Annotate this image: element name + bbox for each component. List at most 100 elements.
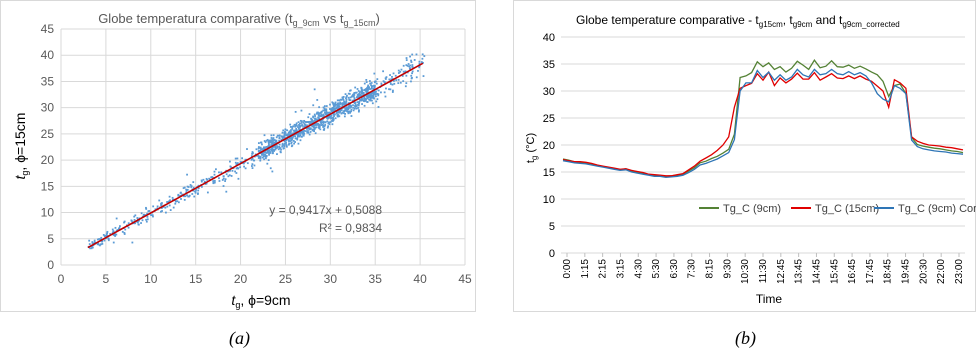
scatter-point bbox=[313, 88, 316, 91]
scatter-point bbox=[259, 155, 262, 158]
scatter-point bbox=[344, 93, 347, 96]
scatter-point bbox=[279, 150, 282, 153]
scatter-point bbox=[269, 139, 272, 142]
scatter-point bbox=[322, 126, 325, 128]
scatter-point bbox=[402, 80, 405, 83]
scatter-point bbox=[369, 82, 372, 85]
scatter-point bbox=[283, 133, 286, 136]
scatter-point bbox=[266, 151, 269, 154]
scatter-point bbox=[312, 104, 315, 107]
scatter-point bbox=[311, 121, 314, 124]
scatter-point bbox=[289, 123, 292, 126]
scatter-point bbox=[318, 127, 321, 130]
scatter-point bbox=[330, 108, 332, 111]
scatter-point bbox=[312, 115, 315, 118]
scatter-point bbox=[284, 130, 286, 133]
scatter-point bbox=[354, 86, 357, 89]
scatter-point bbox=[265, 152, 268, 154]
scatter-point bbox=[267, 141, 270, 144]
y-tick-label: 15 bbox=[41, 179, 55, 193]
scatter-point bbox=[376, 78, 379, 81]
scatter-point bbox=[302, 121, 305, 124]
scatter-point bbox=[329, 103, 331, 106]
scatter-point bbox=[405, 82, 408, 85]
scatter-point bbox=[112, 234, 115, 236]
scatter-point bbox=[310, 117, 312, 120]
scatter-point bbox=[361, 98, 364, 101]
scatter-equation: y = 0,9417x + 0,5088 bbox=[269, 203, 382, 217]
scatter-point bbox=[368, 98, 370, 101]
scatter-point bbox=[168, 204, 171, 207]
scatter-point bbox=[373, 85, 376, 87]
scatter-point bbox=[295, 131, 298, 133]
scatter-point bbox=[190, 185, 193, 187]
scatter-point bbox=[267, 159, 270, 162]
scatter-point bbox=[349, 99, 352, 102]
scatter-point bbox=[366, 97, 369, 99]
scatter-point bbox=[308, 120, 311, 123]
scatter-point bbox=[380, 82, 383, 85]
scatter-points bbox=[87, 53, 426, 250]
scatter-point bbox=[328, 108, 331, 110]
scatter-point bbox=[326, 111, 328, 114]
scatter-point bbox=[375, 88, 378, 91]
scatter-point bbox=[360, 97, 363, 99]
scatter-point bbox=[202, 178, 205, 181]
scatter-point bbox=[265, 157, 267, 160]
y-tick-label: 25 bbox=[41, 127, 55, 141]
scatter-point bbox=[405, 74, 408, 77]
scatter-point bbox=[278, 145, 281, 148]
scatter-point bbox=[272, 134, 275, 137]
scatter-point bbox=[391, 83, 394, 86]
scatter-point bbox=[272, 137, 275, 139]
scatter-point bbox=[90, 247, 93, 250]
scatter-point bbox=[264, 153, 267, 156]
scatter-point bbox=[255, 154, 258, 157]
scatter-point bbox=[344, 113, 346, 115]
scatter-point bbox=[323, 107, 326, 110]
scatter-point bbox=[317, 112, 319, 115]
scatter-point bbox=[136, 220, 139, 223]
scatter-point bbox=[136, 217, 139, 219]
scatter-point bbox=[261, 152, 264, 155]
y-tick-label: 5 bbox=[549, 221, 555, 233]
scatter-point bbox=[221, 179, 224, 181]
scatter-point bbox=[203, 180, 206, 183]
scatter-point bbox=[288, 134, 290, 137]
scatter-point bbox=[353, 94, 356, 96]
scatter-point bbox=[342, 96, 344, 99]
scatter-point bbox=[364, 89, 367, 92]
y-tick-label: 0 bbox=[549, 248, 555, 260]
scatter-point bbox=[326, 117, 329, 120]
scatter-point bbox=[206, 191, 209, 194]
scatter-point bbox=[369, 99, 372, 102]
scatter-point bbox=[281, 145, 284, 148]
scatter-point bbox=[171, 196, 174, 199]
scatter-point bbox=[339, 110, 342, 113]
scatter-gridlines bbox=[60, 28, 466, 266]
scatter-point bbox=[422, 62, 424, 64]
scatter-point bbox=[405, 59, 408, 61]
y-tick-label: 35 bbox=[543, 59, 555, 71]
scatter-point bbox=[262, 151, 265, 154]
scatter-point bbox=[287, 143, 290, 146]
scatter-point bbox=[285, 142, 287, 145]
scatter-point bbox=[315, 118, 318, 121]
scatter-point bbox=[341, 103, 344, 106]
scatter-point bbox=[300, 122, 303, 124]
scatter-point bbox=[133, 222, 135, 225]
scatter-point bbox=[417, 69, 419, 72]
scatter-point bbox=[291, 138, 294, 141]
scatter-point bbox=[423, 55, 426, 58]
scatter-point bbox=[91, 241, 94, 243]
scatter-point bbox=[367, 84, 370, 87]
line-y-axis-label: tg (°C) bbox=[525, 133, 539, 163]
scatter-point bbox=[352, 95, 355, 98]
scatter-point bbox=[337, 102, 340, 105]
y-tick-label: 35 bbox=[41, 74, 55, 88]
scatter-point bbox=[399, 81, 402, 84]
y-tick-label: 45 bbox=[41, 22, 55, 36]
scatter-point bbox=[385, 76, 388, 79]
line-chart-title: Globe temperature comparative - tg15cm, … bbox=[576, 13, 900, 29]
scatter-point bbox=[370, 93, 372, 96]
